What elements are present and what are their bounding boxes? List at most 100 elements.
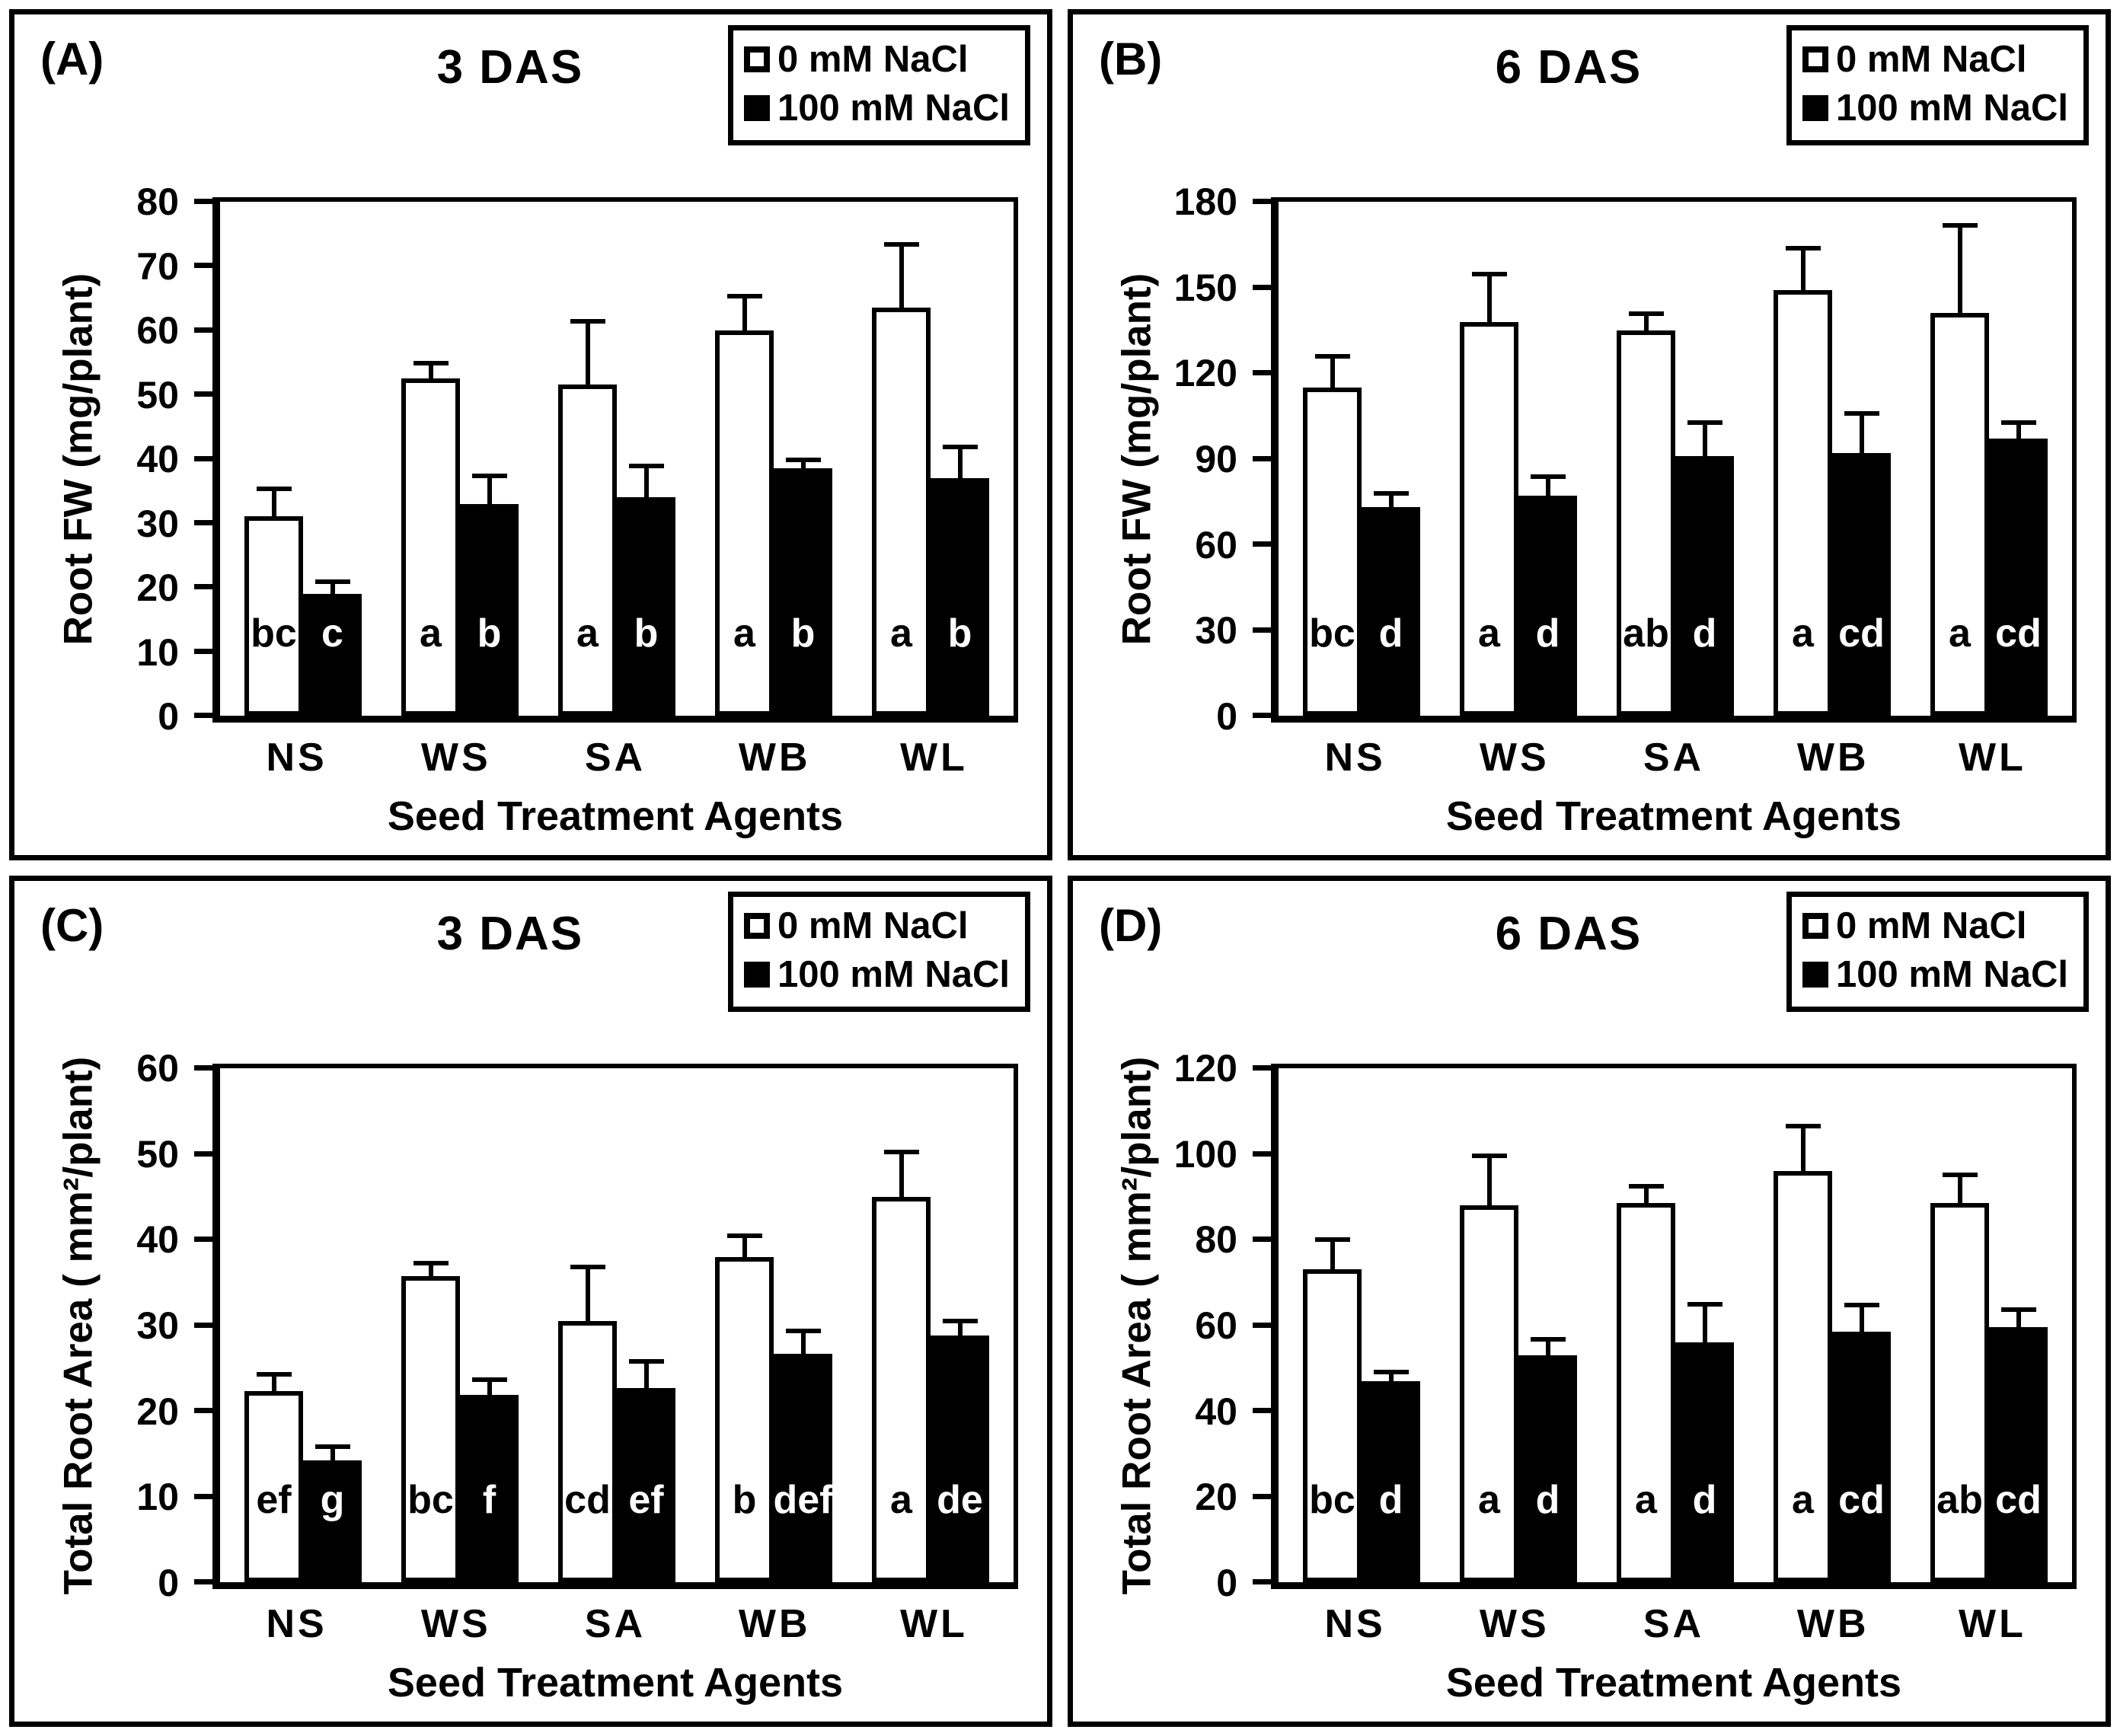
error-bar-cap: [628, 1359, 664, 1364]
error-bar-cap: [726, 1233, 762, 1238]
y-tick-mark: [1253, 199, 1271, 204]
open-square-swatch-icon: [1802, 913, 1828, 939]
bars-container: bc d a d a d a cd ab cd: [1279, 1068, 2072, 1582]
x-category-label: WL: [899, 1602, 968, 1646]
plot-area: ef g bc f cd ef b def a de: [194, 1064, 1018, 1589]
bar-100mM-NaCl: [774, 1353, 832, 1582]
error-bar-cap: [413, 1260, 449, 1265]
error-bar-cap: [314, 579, 350, 585]
error-bar-cap: [1628, 1183, 1664, 1189]
x-category-label: WS: [420, 1602, 491, 1646]
bar-0mM-NaCl: [1930, 313, 1989, 716]
x-axis-tick-labels: NS WS SA WB WL: [1271, 1601, 2077, 1650]
y-tick-label: 30: [136, 1304, 179, 1347]
error-bar-stem: [1957, 1177, 1962, 1204]
legend: 0 mM NaCl 100 mM NaCl: [727, 25, 1030, 145]
error-bar-stem: [1859, 1307, 1864, 1332]
significance-letter: g: [320, 1478, 345, 1523]
bar-100mM-NaCl: [1518, 496, 1577, 716]
legend: 0 mM NaCl 100 mM NaCl: [1786, 892, 2089, 1012]
bar-100mM-NaCl: [460, 503, 519, 716]
error-bar-cap: [256, 486, 292, 491]
bar-0mM-NaCl: [1617, 330, 1675, 716]
error-bar-cap: [2000, 420, 2036, 425]
x-category-label: WS: [420, 736, 491, 780]
legend-label: 100 mM NaCl: [777, 88, 1010, 129]
error-bar-cap: [883, 1149, 919, 1154]
bar-0mM-NaCl: [715, 330, 774, 716]
bar-100mM-NaCl: [617, 1387, 675, 1582]
bar-slot: cd: [1989, 1068, 2048, 1582]
panel-label: (D): [1099, 900, 1163, 951]
legend: 0 mM NaCl 100 mM NaCl: [727, 892, 1030, 1012]
bar-slot: a: [1774, 1068, 1832, 1582]
bar-slot: a: [872, 1068, 931, 1582]
error-bar-stem: [643, 1364, 649, 1388]
error-bar-cap: [314, 1444, 350, 1449]
bar-slot: bc: [1303, 1068, 1362, 1582]
x-category-label: NS: [266, 736, 327, 780]
bar-0mM-NaCl: [244, 1391, 303, 1582]
bar-slot: cd: [1989, 202, 2048, 716]
y-tick-mark: [194, 648, 212, 654]
bar-slot: cd: [558, 1068, 617, 1582]
bar-100mM-NaCl: [931, 1336, 989, 1582]
y-tick-label: 0: [158, 1562, 179, 1604]
plot-area: bc c a b a b a b a b: [194, 197, 1018, 723]
significance-letter: b: [477, 611, 502, 656]
y-tick-label: 90: [1195, 438, 1237, 480]
x-axis-title: Seed Treatment Agents: [1445, 1660, 1902, 1706]
x-category-label: WL: [899, 736, 968, 780]
bar-100mM-NaCl: [303, 593, 362, 716]
error-bar-cap: [1844, 1302, 1879, 1307]
y-tick-label: 150: [1173, 266, 1237, 309]
x-axis-title: Seed Treatment Agents: [387, 793, 844, 839]
significance-letter: b: [634, 611, 659, 656]
error-bar-stem: [2016, 424, 2021, 439]
x-axis-tick-labels: NS WS SA WB WL: [212, 735, 1018, 783]
panel-title: 3 DAS: [436, 908, 584, 960]
bar-0mM-NaCl: [401, 1276, 460, 1582]
error-bar-cap: [1942, 1173, 1978, 1178]
bar-100mM-NaCl: [1518, 1355, 1577, 1582]
significance-letter: bc: [1309, 1478, 1355, 1523]
bar-slot: a: [715, 202, 774, 716]
error-bar-stem: [899, 247, 904, 308]
significance-letter: d: [1535, 1478, 1560, 1523]
filled-square-swatch-icon: [743, 95, 770, 121]
bar-slot: d: [1518, 1068, 1577, 1582]
y-tick-mark: [1253, 284, 1271, 290]
legend-item-0mM: 0 mM NaCl: [743, 38, 1010, 81]
open-square-swatch-icon: [1802, 46, 1828, 72]
significance-letter: a: [420, 611, 442, 656]
significance-letter: bc: [407, 1478, 454, 1523]
y-tick-label: 60: [1195, 523, 1237, 566]
bar-slot: b: [931, 202, 989, 716]
bar-slot: ab: [1930, 1068, 1989, 1582]
bar-group: bc d: [1303, 1068, 1420, 1582]
y-tick-mark: [194, 1579, 212, 1584]
error-bar-stem: [800, 461, 806, 469]
error-bar-cap: [883, 242, 919, 247]
error-bar-stem: [742, 1237, 747, 1257]
legend-item-0mM: 0 mM NaCl: [743, 905, 1010, 947]
bar-0mM-NaCl: [1303, 387, 1362, 716]
filled-square-swatch-icon: [1802, 962, 1828, 988]
bar-0mM-NaCl: [715, 1256, 774, 1582]
bar-slot: ef: [244, 1068, 303, 1582]
bar-100mM-NaCl: [303, 1460, 362, 1582]
error-bar-cap: [1471, 1154, 1507, 1159]
legend-label: 0 mM NaCl: [777, 905, 969, 946]
x-category-label: SA: [584, 1602, 647, 1646]
y-axis-tick-labels: 0 10 20 30 40 50 60 70 80: [14, 180, 188, 738]
error-bar-stem: [1330, 359, 1335, 388]
y-tick-mark: [1253, 627, 1271, 633]
error-bar-stem: [1388, 496, 1394, 508]
significance-letter: d: [1692, 611, 1717, 656]
